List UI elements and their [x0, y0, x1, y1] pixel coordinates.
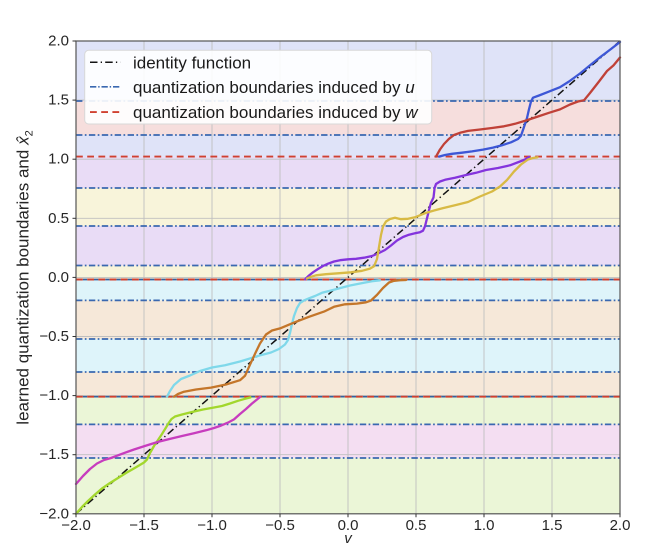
svg-text:identity function: identity function [133, 53, 251, 72]
svg-text:1.5: 1.5 [542, 517, 563, 534]
svg-text:2.0: 2.0 [610, 517, 631, 534]
svg-text:0.5: 0.5 [406, 517, 427, 534]
svg-text:learned quantization boundarie: learned quantization boundaries and x̂2 [14, 130, 36, 424]
svg-text:−1.5: −1.5 [129, 517, 159, 534]
svg-text:0.0: 0.0 [338, 517, 359, 534]
svg-text:−2.0: −2.0 [61, 517, 91, 534]
svg-text:quantization boundaries induce: quantization boundaries induced by u [133, 78, 415, 97]
svg-text:1.0: 1.0 [48, 151, 69, 168]
svg-text:0.0: 0.0 [48, 269, 69, 286]
svg-text:−2.0: −2.0 [39, 505, 69, 522]
svg-text:−1.0: −1.0 [39, 387, 69, 404]
svg-text:1.5: 1.5 [48, 92, 69, 109]
svg-text:quantization boundaries induce: quantization boundaries induced by w [133, 103, 419, 122]
svg-text:−0.5: −0.5 [265, 517, 295, 534]
svg-text:−0.5: −0.5 [39, 328, 69, 345]
svg-text:1.0: 1.0 [474, 517, 495, 534]
svg-text:v: v [344, 530, 353, 544]
svg-text:−1.0: −1.0 [197, 517, 227, 534]
svg-text:−1.5: −1.5 [39, 446, 69, 463]
svg-text:2.0: 2.0 [48, 33, 69, 50]
svg-text:0.5: 0.5 [48, 210, 69, 227]
